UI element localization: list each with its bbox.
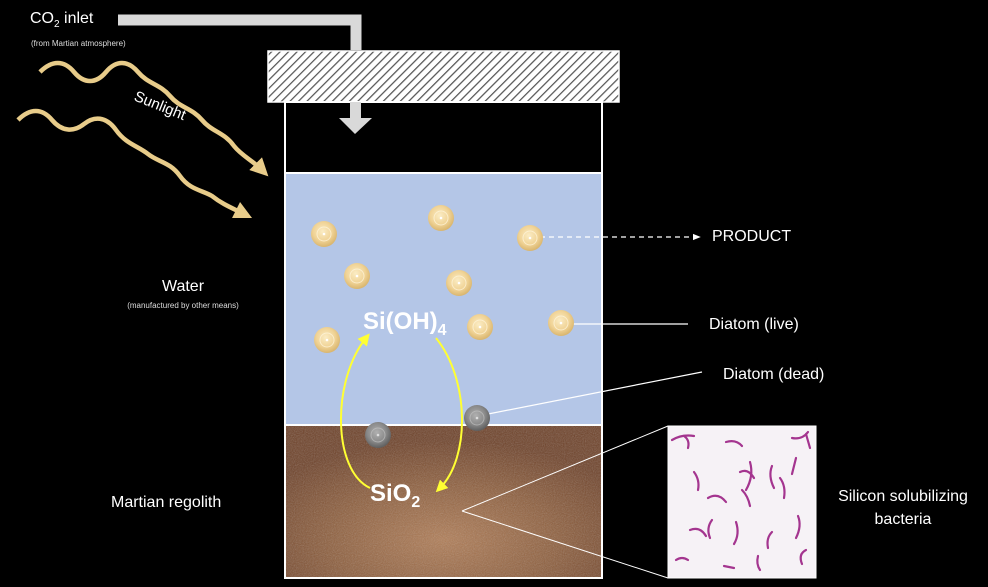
- co2-inlet-pipe: [118, 14, 362, 50]
- diatom-live: [517, 225, 543, 251]
- diatom-live: [344, 263, 370, 289]
- water-note: (manufactured by other means): [127, 301, 239, 310]
- diatom-dead: [365, 422, 391, 448]
- vessel-lid: [267, 50, 620, 103]
- diatom-dead-label: Diatom (dead): [723, 366, 825, 383]
- zoom-line-lower: [461, 510, 669, 579]
- sunlight-wave-lower: [16, 108, 253, 219]
- silica-formula: SiO2: [370, 480, 421, 511]
- diatom-live: [428, 205, 454, 231]
- regolith-layer: [284, 424, 603, 579]
- bacteria-micrograph: [667, 425, 817, 579]
- zoom-line-upper: [461, 425, 669, 512]
- bacteria-label-line1: Silicon solubilizing: [838, 488, 968, 505]
- diatom-dead-leader: [477, 371, 703, 417]
- dead-diatoms: [365, 405, 490, 448]
- vessel-headspace: [284, 101, 603, 174]
- silicic-acid-formula: Si(OH)4: [363, 308, 447, 339]
- cycle-arrow-down: [435, 337, 463, 493]
- diatom-live: [446, 270, 472, 296]
- gas-inflow-arrow: [339, 102, 372, 134]
- diatom-live: [548, 310, 574, 336]
- diatom-live: [467, 314, 493, 340]
- bacteria-label-line2: bacteria: [874, 511, 932, 528]
- water-label: Water: [161, 278, 205, 295]
- co2-inlet-note: (from Martian atmosphere): [31, 39, 126, 48]
- product-label: PRODUCT: [712, 228, 792, 245]
- live-diatoms: [311, 205, 574, 353]
- diatom-live: [314, 327, 340, 353]
- co2-inlet-label: CO2 inlet: [30, 10, 94, 31]
- diatom-live: [311, 221, 337, 247]
- diatom-dead: [464, 405, 490, 431]
- martian-regolith-label: Martian regolith: [111, 494, 222, 511]
- cycle-arrow-up: [340, 333, 371, 489]
- sunlight-wave-upper: [38, 60, 269, 177]
- diatom-live-label: Diatom (live): [709, 316, 799, 333]
